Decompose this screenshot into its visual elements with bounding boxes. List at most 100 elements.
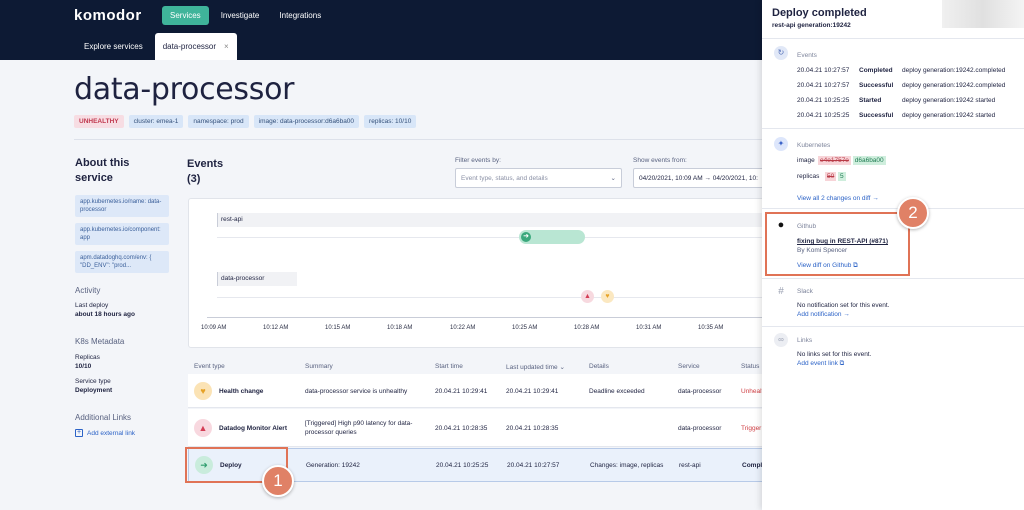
event-time: 20.04.21 10:25:25 [797, 112, 850, 119]
label-chip: app.kubernetes.io/component: app [75, 223, 169, 245]
event-desc: deploy generation:19242.completed [902, 82, 1006, 89]
event-time: 20.04.21 10:27:57 [797, 82, 850, 89]
activity-heading: Activity [75, 286, 101, 295]
highlight-box-deploy [185, 447, 288, 483]
event-desc: deploy generation:19242 started [902, 97, 996, 104]
plus-icon: + [75, 429, 83, 437]
image-old: e4e1757e [818, 156, 851, 165]
event-type: Datadog Monitor Alert [219, 425, 288, 432]
add-notification-link[interactable]: Add notification → [797, 311, 850, 318]
col-header-last-updated[interactable]: Last updated time ⌄ [506, 364, 565, 371]
komodor-logo[interactable]: komodor [74, 6, 142, 24]
slack-message: No notification set for this event. [797, 302, 890, 309]
event-updated: 20.04.21 10:27:57 [507, 462, 560, 469]
date-range-picker[interactable]: 04/20/2021, 10:09 AM → 04/20/2021, 10: [633, 168, 764, 188]
table-row[interactable]: ▲ Datadog Monitor Alert [Triggered] High… [188, 409, 764, 447]
view-diff-github-link[interactable]: View diff on Github ⧉ [797, 262, 858, 269]
event-details: Deadline exceeded [589, 388, 645, 395]
event-summary: Generation: 19242 [306, 462, 360, 469]
replicas-new: 5 [838, 172, 846, 181]
replicas-value: 10/10 [75, 363, 92, 370]
nav-integrations[interactable]: Integrations [279, 10, 322, 20]
event-desc: deploy generation:19242.completed [902, 67, 1006, 74]
highlight-box-github [765, 212, 910, 276]
history-icon: ↻ [774, 46, 788, 60]
tick-label: 10:18 AM [387, 325, 413, 331]
col-header-start-time[interactable]: Start time [435, 363, 463, 370]
slack-section-heading: Slack [797, 288, 813, 295]
tick-label: 10:09 AM [201, 325, 227, 331]
replicas-diff: 50 5 [825, 172, 846, 181]
event-status: Successful [859, 112, 894, 119]
image-new: d6a6ba00 [852, 156, 886, 165]
timeline-track [217, 297, 767, 298]
additional-links-heading: Additional Links [75, 413, 132, 422]
filter-placeholder: Event type, status, and details [461, 175, 548, 182]
event-start: 20.04.21 10:25:25 [436, 462, 489, 469]
event-type: Deploy [220, 462, 242, 469]
event-summary: data-processor service is unhealthy [305, 388, 408, 395]
table-row[interactable]: ♥ Health change data-processor service i… [188, 374, 764, 408]
deploy-event-pill[interactable] [519, 230, 585, 244]
blurred-region [942, 0, 1024, 28]
github-section-heading: Github [797, 223, 817, 230]
about-heading: About this service [75, 157, 130, 184]
label-chip: app.kubernetes.io/name: data-processor [75, 195, 169, 217]
link-icon: ∞ [774, 333, 788, 347]
callout-badge-2: 2 [897, 197, 929, 229]
status-badge: UNHEALTHY [74, 115, 124, 128]
tab-explore-services[interactable]: Explore services [84, 42, 143, 51]
links-section-heading: Links [797, 337, 813, 344]
namespace-badge: namespace: prod [188, 115, 249, 128]
event-status: Trigger [741, 425, 762, 432]
arrow-right-icon: ➜ [195, 456, 213, 474]
event-filter-input[interactable]: Event type, status, and details ⌄ [455, 168, 622, 188]
replicas-label: replicas [797, 173, 820, 180]
image-diff: e4e1757e d6a6ba00 [818, 156, 886, 165]
nav-services[interactable]: Services [162, 5, 209, 25]
commit-author: By Komi Spencer [797, 247, 848, 254]
header-divider [74, 139, 764, 140]
k8s-metadata-heading: K8s Metadata [75, 337, 125, 346]
view-all-changes-link[interactable]: View all 2 changes on diff → [797, 195, 879, 202]
alert-event-marker[interactable]: ▲ [581, 290, 594, 303]
callout-badge-1: 1 [262, 465, 294, 497]
nav-investigate[interactable]: Investigate [220, 10, 260, 20]
event-status: Completed [859, 67, 893, 74]
event-time: 20.04.21 10:25:25 [797, 97, 850, 104]
commit-link[interactable]: fixing bug in REST-API (#871) [797, 238, 889, 245]
tab-data-processor[interactable]: data-processor × [154, 33, 237, 60]
event-status: Started [859, 97, 882, 104]
event-status: Unhealt [741, 388, 764, 395]
add-external-link[interactable]: + Add external link [75, 429, 135, 437]
col-header-details: Details [589, 363, 609, 370]
replicas-label: Replicas [75, 354, 100, 361]
event-type: Health change [219, 388, 264, 395]
divider [762, 208, 1024, 209]
kubernetes-section-heading: Kubernetes [797, 142, 831, 149]
cluster-badge: cluster: emea-1 [128, 115, 184, 128]
close-icon[interactable]: × [224, 42, 229, 51]
chevron-down-icon: ⌄ [610, 175, 616, 182]
event-start: 20.04.21 10:29:41 [435, 388, 488, 395]
divider [762, 326, 1024, 327]
kubernetes-icon: ✦ [774, 137, 788, 151]
add-event-link[interactable]: Add event link ⧉ [797, 360, 845, 367]
events-title: Events [187, 158, 224, 170]
tick-label: 10:35 AM [698, 325, 724, 331]
event-updated: 20.04.21 10:28:35 [506, 425, 559, 432]
tick-label: 10:31 AM [636, 325, 662, 331]
event-updated: 20.04.21 10:29:41 [506, 388, 559, 395]
tab-bar: Explore services data-processor × [0, 30, 762, 60]
show-from-label: Show events from: [633, 157, 687, 164]
add-external-link-label: Add external link [87, 429, 136, 437]
service-type-label: Service type [75, 378, 111, 385]
filter-label: Filter events by: [455, 157, 501, 164]
timeline-axis [207, 317, 767, 318]
health-event-marker[interactable]: ♥ [601, 290, 614, 303]
heart-icon: ♥ [194, 382, 212, 400]
slack-icon: # [774, 285, 788, 299]
event-service: rest-api [679, 462, 701, 469]
col-header-status: Status [741, 363, 760, 370]
col-header-event-type: Event type [194, 363, 225, 370]
